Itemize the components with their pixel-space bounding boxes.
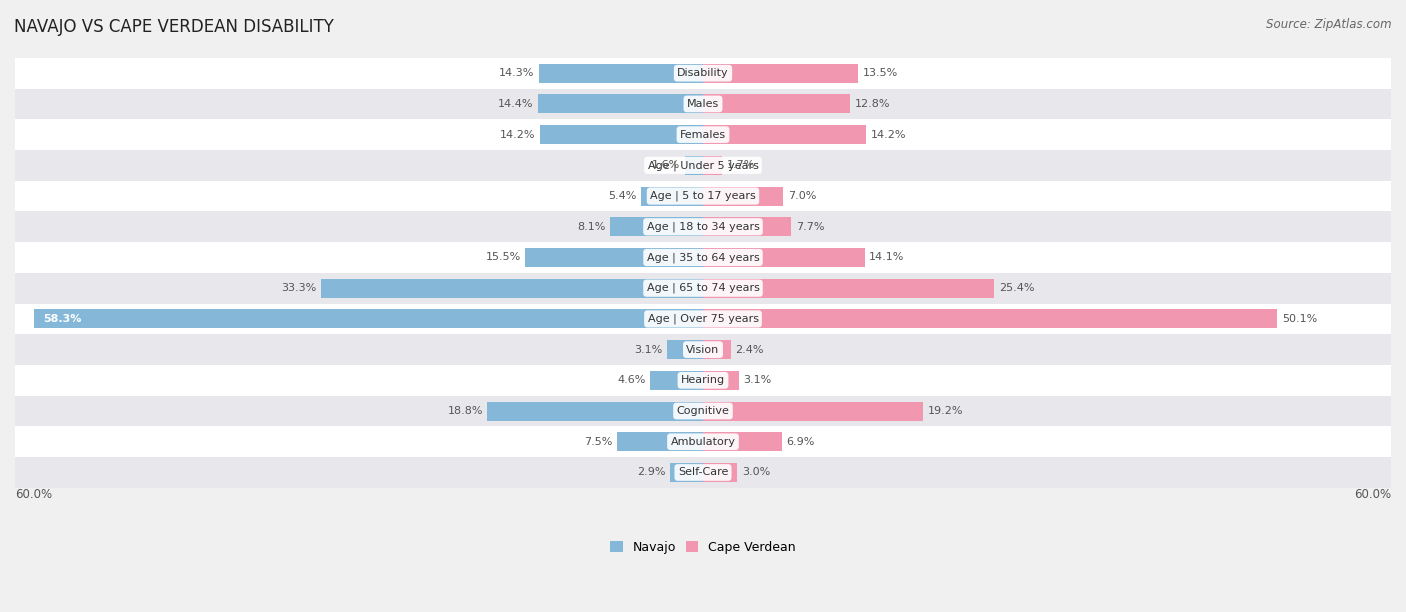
Bar — [703, 432, 782, 451]
FancyBboxPatch shape — [15, 150, 1391, 181]
Text: 12.8%: 12.8% — [855, 99, 890, 109]
Text: 5.4%: 5.4% — [609, 191, 637, 201]
Text: 13.5%: 13.5% — [862, 68, 897, 78]
FancyBboxPatch shape — [15, 119, 1391, 150]
FancyBboxPatch shape — [15, 457, 1391, 488]
Text: Disability: Disability — [678, 68, 728, 78]
Text: 8.1%: 8.1% — [576, 222, 606, 232]
Text: 14.1%: 14.1% — [869, 253, 904, 263]
FancyBboxPatch shape — [15, 242, 1391, 273]
Bar — [703, 401, 924, 420]
Text: 15.5%: 15.5% — [485, 253, 520, 263]
Bar — [703, 94, 849, 113]
Bar — [538, 94, 703, 113]
Text: Age | 65 to 74 years: Age | 65 to 74 years — [647, 283, 759, 293]
Bar — [703, 310, 1278, 329]
Text: 4.6%: 4.6% — [617, 375, 645, 386]
Text: 50.1%: 50.1% — [1282, 314, 1317, 324]
Bar — [669, 463, 703, 482]
FancyBboxPatch shape — [15, 304, 1391, 334]
FancyBboxPatch shape — [15, 181, 1391, 211]
Bar — [538, 64, 703, 83]
Bar — [641, 187, 703, 206]
Text: 6.9%: 6.9% — [787, 437, 815, 447]
Text: 3.1%: 3.1% — [744, 375, 772, 386]
Text: Source: ZipAtlas.com: Source: ZipAtlas.com — [1267, 18, 1392, 31]
Text: 19.2%: 19.2% — [928, 406, 963, 416]
Text: Males: Males — [688, 99, 718, 109]
Text: Vision: Vision — [686, 345, 720, 354]
Text: 3.1%: 3.1% — [634, 345, 662, 354]
Text: Age | 18 to 34 years: Age | 18 to 34 years — [647, 222, 759, 232]
Text: Ambulatory: Ambulatory — [671, 437, 735, 447]
Bar — [703, 64, 858, 83]
Bar — [610, 217, 703, 236]
Text: 60.0%: 60.0% — [15, 488, 52, 501]
Text: 7.5%: 7.5% — [583, 437, 613, 447]
FancyBboxPatch shape — [15, 89, 1391, 119]
Bar — [703, 340, 731, 359]
Bar — [703, 125, 866, 144]
Text: 33.3%: 33.3% — [281, 283, 316, 293]
Text: 7.7%: 7.7% — [796, 222, 824, 232]
Text: Females: Females — [681, 130, 725, 140]
Bar — [668, 340, 703, 359]
Text: 14.2%: 14.2% — [501, 130, 536, 140]
Text: 14.3%: 14.3% — [499, 68, 534, 78]
Bar — [703, 187, 783, 206]
Text: 14.4%: 14.4% — [498, 99, 533, 109]
Text: Cognitive: Cognitive — [676, 406, 730, 416]
Text: 2.9%: 2.9% — [637, 468, 665, 477]
Text: 1.6%: 1.6% — [652, 160, 681, 170]
Text: Age | 35 to 64 years: Age | 35 to 64 years — [647, 252, 759, 263]
Text: 3.0%: 3.0% — [742, 468, 770, 477]
FancyBboxPatch shape — [15, 427, 1391, 457]
Text: Hearing: Hearing — [681, 375, 725, 386]
Bar — [703, 463, 737, 482]
Text: 60.0%: 60.0% — [1354, 488, 1391, 501]
Text: 18.8%: 18.8% — [447, 406, 482, 416]
Bar — [35, 310, 703, 329]
Bar — [703, 156, 723, 175]
Text: Age | 5 to 17 years: Age | 5 to 17 years — [650, 191, 756, 201]
Text: 2.4%: 2.4% — [735, 345, 763, 354]
Text: 7.0%: 7.0% — [787, 191, 817, 201]
Bar — [540, 125, 703, 144]
Bar — [703, 217, 792, 236]
Bar — [488, 401, 703, 420]
Text: 25.4%: 25.4% — [998, 283, 1035, 293]
FancyBboxPatch shape — [15, 58, 1391, 89]
Bar — [685, 156, 703, 175]
Text: Age | Under 5 years: Age | Under 5 years — [648, 160, 758, 171]
Legend: Navajo, Cape Verdean: Navajo, Cape Verdean — [605, 536, 801, 559]
Bar — [617, 432, 703, 451]
Bar — [526, 248, 703, 267]
Text: NAVAJO VS CAPE VERDEAN DISABILITY: NAVAJO VS CAPE VERDEAN DISABILITY — [14, 18, 335, 36]
FancyBboxPatch shape — [15, 273, 1391, 304]
Bar — [703, 371, 738, 390]
Bar — [703, 248, 865, 267]
Text: 58.3%: 58.3% — [44, 314, 82, 324]
Text: Self-Care: Self-Care — [678, 468, 728, 477]
Text: Age | Over 75 years: Age | Over 75 years — [648, 314, 758, 324]
FancyBboxPatch shape — [15, 334, 1391, 365]
FancyBboxPatch shape — [15, 211, 1391, 242]
Text: 14.2%: 14.2% — [870, 130, 905, 140]
Bar — [321, 278, 703, 297]
Bar — [703, 278, 994, 297]
Text: 1.7%: 1.7% — [727, 160, 755, 170]
FancyBboxPatch shape — [15, 365, 1391, 396]
FancyBboxPatch shape — [15, 396, 1391, 427]
Bar — [650, 371, 703, 390]
